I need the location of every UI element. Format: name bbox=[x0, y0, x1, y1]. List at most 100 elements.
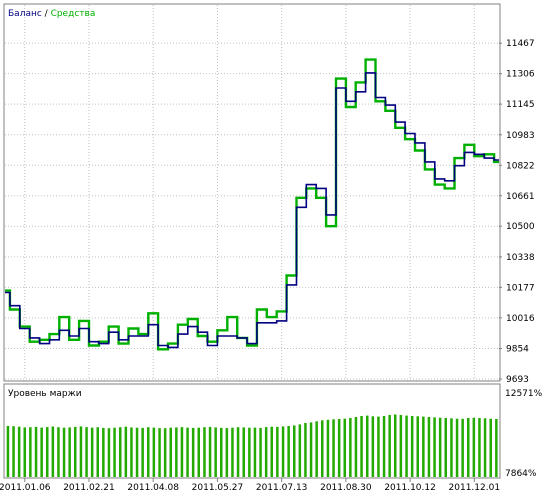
margin-bar bbox=[416, 416, 419, 477]
legend-balance-label: Баланс bbox=[8, 9, 42, 19]
margin-bar bbox=[394, 414, 397, 477]
margin-bar bbox=[371, 416, 375, 477]
x-tick-label: 2011.05.27 bbox=[192, 483, 244, 493]
y-axis-ticks: 11467 11306 11145 10983 10822 10661 10500 10338… bbox=[499, 39, 535, 385]
legend: Баланс / Средства bbox=[8, 9, 95, 19]
margin-bar bbox=[141, 427, 144, 477]
x-tick-label: 2011.12.01 bbox=[449, 483, 501, 493]
margin-bar bbox=[248, 427, 251, 477]
y-tick-label: 10983 bbox=[506, 131, 535, 141]
margin-bar bbox=[242, 427, 245, 477]
margin-bar bbox=[326, 419, 330, 477]
margin-bar bbox=[438, 417, 442, 477]
margin-bar bbox=[23, 427, 26, 477]
margin-bar bbox=[259, 427, 262, 477]
margin-bar bbox=[147, 427, 150, 477]
margin-bar bbox=[264, 427, 268, 477]
margin-bar bbox=[6, 425, 10, 477]
margin-bar bbox=[169, 427, 172, 477]
legend-equity-label: Средства bbox=[51, 9, 96, 19]
margin-bar bbox=[399, 415, 403, 477]
margin-bar bbox=[57, 427, 60, 477]
margin-bar bbox=[96, 427, 99, 477]
margin-bar bbox=[354, 417, 358, 477]
x-tick-label: 2011.01.06 bbox=[0, 483, 51, 493]
y-tick-label: 11306 bbox=[506, 70, 535, 80]
y-tick-label: 10338 bbox=[506, 253, 535, 263]
y-tick-label: 11145 bbox=[506, 100, 535, 110]
margin-bar bbox=[253, 427, 257, 477]
margin-bar bbox=[12, 426, 15, 477]
margin-bar bbox=[450, 418, 453, 477]
margin-bar bbox=[225, 428, 229, 477]
margin-bar bbox=[388, 415, 391, 477]
margin-bar bbox=[298, 424, 302, 477]
margin-bar bbox=[208, 426, 212, 477]
x-tick-label: 2011.08.30 bbox=[320, 483, 372, 493]
x-tick-label: 2011.02.21 bbox=[63, 483, 115, 493]
margin-level-bars bbox=[6, 414, 498, 477]
margin-bar bbox=[467, 418, 470, 477]
margin-bar bbox=[366, 415, 369, 477]
margin-bar bbox=[455, 418, 459, 477]
margin-bar bbox=[203, 427, 206, 477]
margin-bar bbox=[461, 418, 464, 477]
margin-bar bbox=[74, 426, 77, 477]
x-tick-label: 2011.04.08 bbox=[127, 483, 179, 493]
margin-bar bbox=[410, 416, 414, 477]
legend-separator: / bbox=[42, 9, 51, 19]
margin-bar bbox=[79, 426, 83, 477]
margin-bar bbox=[197, 427, 200, 477]
margin-bar bbox=[191, 427, 195, 477]
grid-lines bbox=[5, 5, 499, 380]
y-tick-label: 9854 bbox=[506, 345, 529, 355]
margin-bar bbox=[186, 427, 189, 477]
margin-bar bbox=[349, 418, 352, 477]
y-tick-label: 9693 bbox=[506, 375, 529, 385]
margin-bar bbox=[276, 426, 279, 477]
margin-bar bbox=[483, 418, 487, 477]
margin-bar bbox=[102, 427, 105, 477]
margin-bar bbox=[51, 426, 55, 477]
margin-bar bbox=[337, 419, 341, 477]
margin-bar bbox=[332, 419, 335, 477]
margin-bar bbox=[158, 428, 161, 477]
margin-bar bbox=[304, 423, 307, 477]
margin-bar bbox=[17, 426, 21, 477]
margin-bar bbox=[422, 416, 425, 477]
margin-bar bbox=[119, 427, 122, 477]
margin-bar bbox=[427, 417, 431, 477]
x-tick-label: 2011.10.12 bbox=[384, 483, 436, 493]
balance-line bbox=[5, 72, 499, 349]
y-tick-label: 10177 bbox=[506, 283, 535, 293]
y-tick-label: 10822 bbox=[506, 161, 535, 171]
main-panel-frame bbox=[3, 3, 501, 382]
margin-bar bbox=[85, 427, 88, 477]
y-tick-label: 10016 bbox=[506, 314, 535, 324]
equity-line bbox=[5, 58, 499, 351]
margin-bar bbox=[293, 425, 296, 477]
margin-bar bbox=[130, 427, 133, 477]
margin-bar bbox=[405, 415, 408, 477]
margin-bar bbox=[343, 418, 346, 477]
margin-bar bbox=[113, 427, 116, 477]
margin-bar bbox=[321, 420, 324, 477]
margin-bar bbox=[175, 427, 178, 477]
margin-bar bbox=[315, 421, 318, 477]
margin-bar bbox=[472, 417, 476, 477]
margin-panel-frame bbox=[3, 383, 501, 479]
margin-bar bbox=[220, 427, 223, 477]
margin-bar bbox=[152, 427, 156, 477]
margin-bar bbox=[231, 427, 234, 477]
margin-bar bbox=[62, 427, 66, 477]
y-tick-label: 11467 bbox=[506, 39, 535, 49]
margin-bar bbox=[270, 426, 273, 477]
margin-bar bbox=[29, 427, 32, 477]
margin-bar bbox=[135, 427, 139, 477]
margin-bar bbox=[309, 422, 313, 477]
margin-bar bbox=[281, 426, 285, 477]
margin-bar bbox=[444, 418, 447, 477]
margin-bar bbox=[40, 427, 43, 477]
